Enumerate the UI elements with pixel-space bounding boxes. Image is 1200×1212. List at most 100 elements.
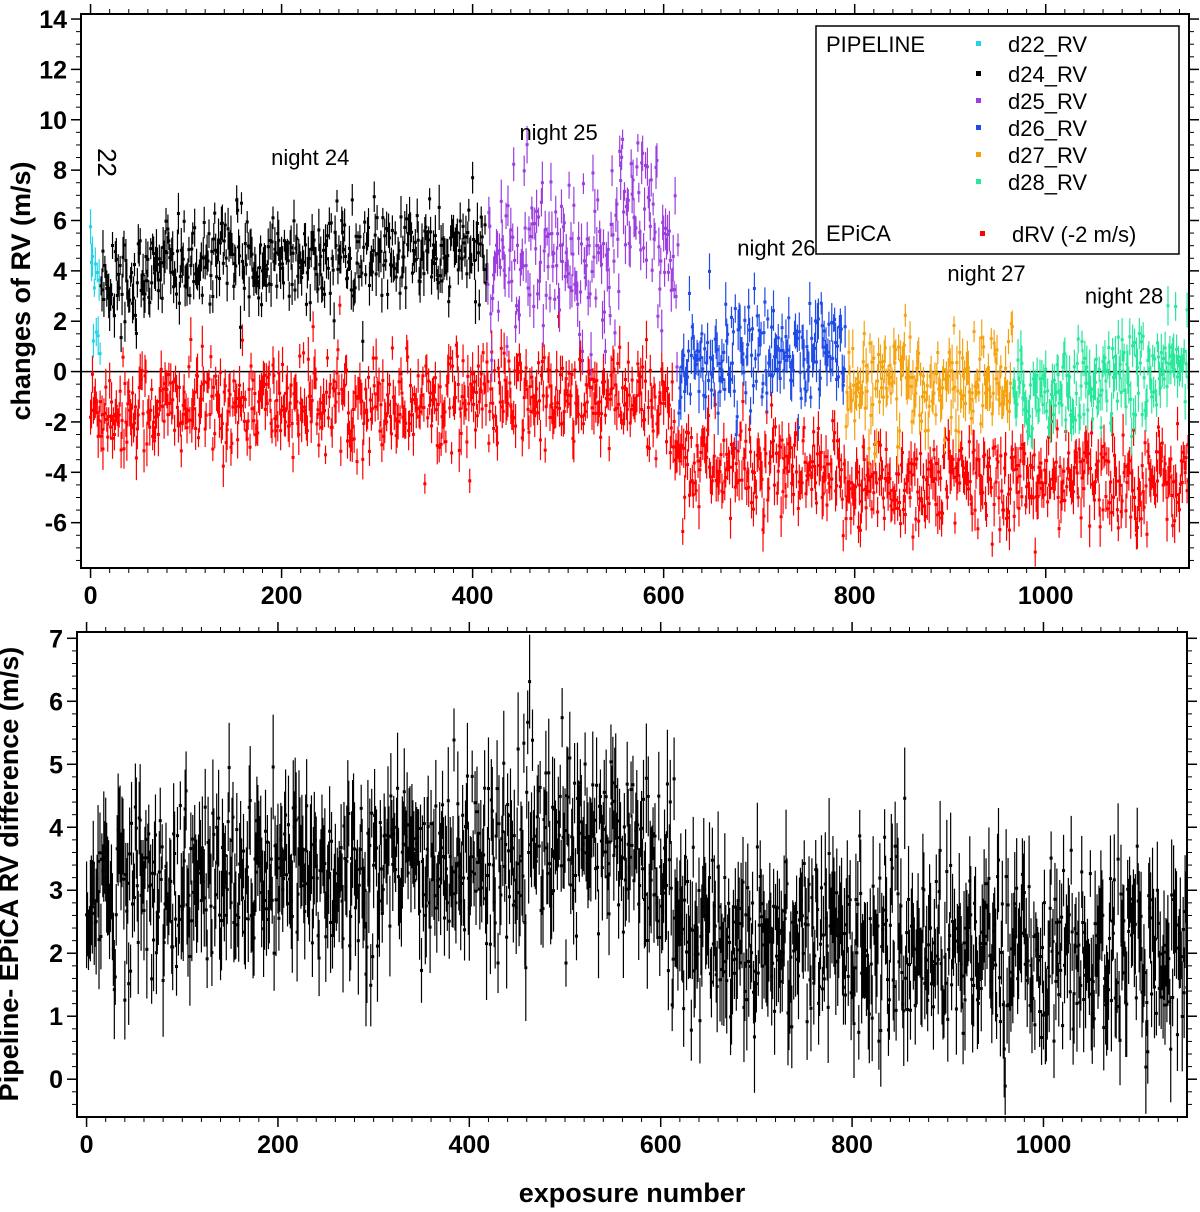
data-point-drv-2-m-s- xyxy=(487,441,491,445)
data-point-d25-rv xyxy=(607,285,611,289)
data-point-drv-2-m-s- xyxy=(702,436,706,440)
data-point-d24-rv xyxy=(476,251,480,255)
data-point-d26-rv xyxy=(819,301,823,305)
plot-area xyxy=(85,634,1187,1115)
data-point-drv-2-m-s- xyxy=(798,484,802,488)
data-point-drv-2-m-s- xyxy=(809,465,813,469)
data-point-drv-2-m-s- xyxy=(727,456,731,460)
data-point-drv-2-m-s- xyxy=(990,542,994,546)
data-point-drv-2-m-s- xyxy=(1066,467,1070,471)
data-point-d27-rv xyxy=(1007,409,1011,413)
data-point-drv-2-m-s- xyxy=(251,378,255,382)
data-point-d25-rv xyxy=(651,202,655,206)
data-point-d24-rv xyxy=(187,248,191,252)
data-point-drv-2-m-s- xyxy=(337,392,341,396)
data-point-drv-2-m-s- xyxy=(471,372,475,376)
data-point-drv-2-m-s- xyxy=(396,419,400,423)
data-point-drv-2-m-s- xyxy=(861,445,865,449)
data-point-d25-rv xyxy=(564,251,568,255)
data-point-drv-2-m-s- xyxy=(1018,474,1022,478)
data-point-d27-rv xyxy=(957,430,961,434)
data-point-d24-rv xyxy=(390,228,394,232)
data-point-d27-rv xyxy=(899,374,903,378)
data-point-d24-rv xyxy=(179,248,183,252)
data-point-drv-2-m-s- xyxy=(1085,445,1089,449)
data-point-drv-2-m-s- xyxy=(1050,477,1054,481)
data-point-drv-2-m-s- xyxy=(537,399,541,403)
data-point-d27-rv xyxy=(928,374,932,378)
data-point-drv-2-m-s- xyxy=(1052,479,1056,483)
data-point-d24-rv xyxy=(310,231,314,235)
data-point-drv-2-m-s- xyxy=(710,479,714,483)
data-point-drv-2-m-s- xyxy=(446,374,450,378)
data-point-pipeline-epica xyxy=(132,896,136,900)
data-point-d27-rv xyxy=(866,371,870,375)
data-point-d26-rv xyxy=(682,353,686,357)
data-point-d24-rv xyxy=(367,284,371,288)
data-point-drv-2-m-s- xyxy=(244,429,248,433)
data-point-drv-2-m-s- xyxy=(724,475,728,479)
data-point-d24-rv xyxy=(171,252,175,256)
data-point-d28-rv xyxy=(1030,427,1034,431)
data-point-drv-2-m-s- xyxy=(783,466,787,470)
data-point-d24-rv xyxy=(164,219,168,223)
data-point-drv-2-m-s- xyxy=(573,368,577,372)
data-point-drv-2-m-s- xyxy=(858,528,862,532)
legend-group-label-pipeline: PIPELINE xyxy=(826,32,925,57)
data-point-d27-rv xyxy=(858,386,862,390)
data-point-drv-2-m-s- xyxy=(280,408,284,412)
data-point-drv-2-m-s- xyxy=(891,488,895,492)
data-point-d27-rv xyxy=(960,397,964,401)
data-point-drv-2-m-s- xyxy=(228,393,232,397)
data-point-drv-2-m-s- xyxy=(715,469,719,473)
data-point-drv-2-m-s- xyxy=(558,406,562,410)
data-point-drv-2-m-s- xyxy=(1022,459,1026,463)
data-point-d28-rv xyxy=(1093,380,1097,384)
data-point-d24-rv xyxy=(131,301,135,305)
data-point-drv-2-m-s- xyxy=(552,420,556,424)
data-point-d28-rv xyxy=(1116,335,1120,339)
data-point-drv-2-m-s- xyxy=(563,392,567,396)
data-point-d26-rv xyxy=(748,328,752,332)
data-point-drv-2-m-s- xyxy=(321,411,325,415)
data-point-drv-2-m-s- xyxy=(1009,456,1013,460)
data-point-drv-2-m-s- xyxy=(365,408,369,412)
data-point-drv-2-m-s- xyxy=(500,405,504,409)
data-point-d24-rv xyxy=(239,201,243,205)
data-point-drv-2-m-s- xyxy=(908,496,912,500)
data-point-drv-2-m-s- xyxy=(811,460,815,464)
data-point-drv-2-m-s- xyxy=(774,451,778,455)
data-point-drv-2-m-s- xyxy=(791,464,795,468)
data-point-d24-rv xyxy=(457,249,461,253)
data-point-d25-rv xyxy=(596,198,600,202)
data-point-d26-rv xyxy=(677,411,681,415)
data-point-d27-rv xyxy=(979,422,983,426)
data-point-d24-rv xyxy=(192,280,196,284)
data-point-d27-rv xyxy=(951,387,955,391)
data-point-d24-rv xyxy=(142,297,146,301)
data-point-drv-2-m-s- xyxy=(1056,495,1060,499)
data-point-d25-rv xyxy=(540,181,544,185)
data-point-drv-2-m-s- xyxy=(258,393,262,397)
data-point-drv-2-m-s- xyxy=(461,359,465,363)
data-point-drv-2-m-s- xyxy=(703,443,707,447)
data-point-drv-2-m-s- xyxy=(1087,452,1091,456)
data-point-d28-rv xyxy=(1155,403,1159,407)
data-point-d24-rv xyxy=(103,264,107,268)
data-point-drv-2-m-s- xyxy=(880,468,884,472)
data-point-d27-rv xyxy=(909,384,913,388)
bottom-panel-data xyxy=(85,634,1187,1115)
data-point-d28-rv xyxy=(1169,370,1173,374)
data-point-d26-rv xyxy=(678,386,682,390)
y-tick-label: 2 xyxy=(53,308,67,336)
data-point-d25-rv xyxy=(597,251,601,255)
data-point-d28-rv xyxy=(1057,401,1061,405)
data-point-drv-2-m-s- xyxy=(918,497,922,501)
data-point-drv-2-m-s- xyxy=(401,415,405,419)
data-point-d24-rv xyxy=(269,283,273,287)
data-point-pipeline-epica xyxy=(112,988,116,992)
data-point-d28-rv xyxy=(1133,340,1137,344)
data-point-drv-2-m-s- xyxy=(408,422,412,426)
data-point-d26-rv xyxy=(717,362,721,366)
data-point-d26-rv xyxy=(837,325,841,329)
